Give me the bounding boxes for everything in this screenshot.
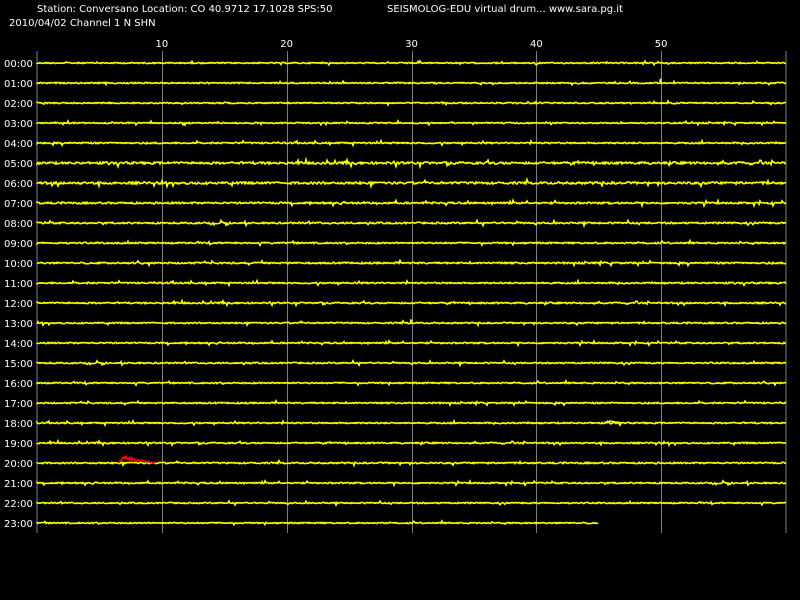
row-label: 04:00 — [4, 139, 33, 150]
trace-1700 — [36, 398, 787, 407]
row-label: 12:00 — [4, 299, 33, 310]
row-label: 03:00 — [4, 119, 33, 130]
x-tick-label: 20 — [280, 39, 293, 50]
x-tick-label: 10 — [155, 39, 168, 50]
row-label: 20:00 — [4, 459, 33, 470]
row-label: 02:00 — [4, 99, 33, 110]
trace-0600 — [36, 177, 787, 190]
trace-0700 — [36, 198, 787, 209]
row-label: 08:00 — [4, 219, 33, 230]
trace-2000 — [36, 458, 787, 468]
trace-0400 — [36, 138, 787, 148]
row-label: 14:00 — [4, 339, 33, 350]
date-channel-info: 2010/04/02 Channel 1 N SHN — [9, 18, 156, 29]
row-label: 21:00 — [4, 479, 33, 490]
app-title: SEISMOLOG-EDU virtual drum... www.sara.p… — [387, 4, 623, 15]
row-label: 23:00 — [4, 519, 33, 530]
row-label: 00:00 — [4, 59, 33, 70]
trace-1900 — [36, 438, 787, 448]
event-1300 — [409, 319, 413, 324]
row-label: 09:00 — [4, 239, 33, 250]
trace-1300 — [36, 319, 787, 328]
row-label: 06:00 — [4, 179, 33, 190]
trace-0200 — [36, 99, 787, 107]
row-label: 11:00 — [4, 279, 33, 290]
trace-1400 — [36, 339, 787, 348]
trace-1100 — [36, 278, 787, 288]
row-label: 13:00 — [4, 319, 33, 330]
trace-2300 — [36, 519, 599, 527]
row-label: 19:00 — [4, 439, 33, 450]
row-label: 22:00 — [4, 499, 33, 510]
trace-1000 — [36, 258, 787, 268]
trace-1600 — [36, 378, 787, 387]
trace-2200 — [36, 499, 787, 508]
station-info: Station: Conversano Location: CO 40.9712… — [37, 4, 333, 15]
event-0100 — [659, 78, 663, 84]
seismic-traces — [36, 59, 787, 527]
trace-1500 — [36, 359, 787, 368]
trace-1200 — [36, 298, 787, 308]
trace-1800 — [36, 418, 787, 428]
trace-0100 — [36, 79, 787, 87]
row-label: 10:00 — [4, 259, 33, 270]
grid-layer — [36, 51, 787, 533]
row-label: 17:00 — [4, 399, 33, 410]
trace-2100 — [36, 479, 787, 488]
trace-0500 — [36, 156, 787, 170]
x-tick-label: 50 — [655, 39, 668, 50]
x-tick-label: 40 — [530, 39, 543, 50]
row-labels: 00:00 01:00 02:00 03:00 04:00 05:00 06:00 07:00… — [4, 59, 33, 530]
row-label: 16:00 — [4, 379, 33, 390]
row-label: 07:00 — [4, 199, 33, 210]
trace-0000 — [36, 59, 787, 67]
row-label: 15:00 — [4, 359, 33, 370]
event-1800 — [604, 420, 624, 424]
event-2000 — [117, 454, 156, 464]
trace-0900 — [36, 238, 787, 248]
x-tick-label: 30 — [405, 39, 418, 50]
trace-0800 — [36, 218, 787, 229]
row-label: 01:00 — [4, 79, 33, 90]
row-label: 18:00 — [4, 419, 33, 430]
row-label: 05:00 — [4, 159, 33, 170]
trace-0300 — [36, 118, 787, 127]
seismic-events — [117, 78, 663, 464]
x-tick-labels: 10 20 30 40 50 — [155, 39, 667, 50]
